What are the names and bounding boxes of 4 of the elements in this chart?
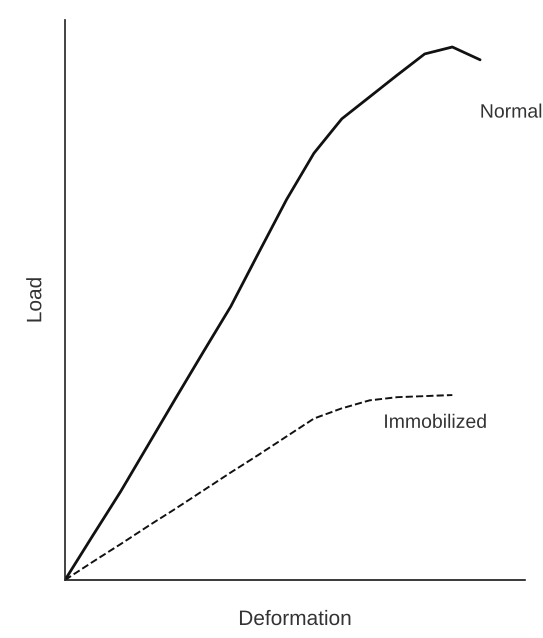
series-label: Immobilized — [385, 414, 486, 428]
x-axis-title: Deformation — [240, 610, 350, 626]
text: Normal — [481, 104, 542, 118]
y-axis-title: Load — [26, 278, 42, 322]
